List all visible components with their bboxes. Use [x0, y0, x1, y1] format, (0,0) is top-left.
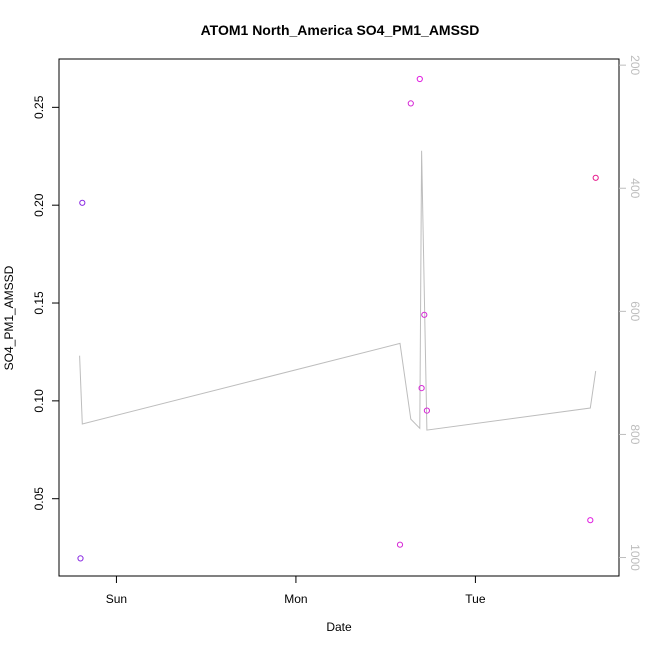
x-axis-label: Date	[326, 620, 352, 634]
x-tick-label: Mon	[284, 592, 307, 606]
y2-tick-label: 1000	[628, 544, 642, 571]
points-layer	[77, 75, 599, 562]
x-axis: Sun Mon Tue	[106, 576, 486, 606]
data-point	[407, 100, 414, 107]
y-tick-label: 0.25	[32, 95, 46, 119]
data-point	[416, 75, 423, 83]
data-point	[587, 517, 594, 524]
series-line	[79, 150, 597, 431]
y2-tick-label: 400	[628, 178, 642, 198]
y2-tick-label: 800	[628, 424, 642, 444]
y-tick-label: 0.10	[32, 389, 46, 413]
data-point	[396, 541, 404, 548]
chart-title: ATOM1 North_America SO4_PM1_AMSSD	[201, 22, 480, 38]
data-point	[423, 407, 430, 414]
data-point	[79, 199, 86, 206]
y-tick-label: 0.05	[32, 487, 46, 511]
y-axis: 0.05 0.10 0.15 0.20 0.25	[32, 95, 59, 510]
secondary-y-axis: 200 400 600 800 1000	[619, 55, 642, 571]
secondary-line-layer	[79, 150, 597, 431]
y-tick-label: 0.20	[32, 193, 46, 217]
y-tick-label: 0.15	[32, 291, 46, 315]
data-point	[418, 385, 425, 392]
y2-tick-label: 600	[628, 301, 642, 321]
data-point	[77, 555, 84, 562]
data-point	[592, 174, 599, 181]
x-tick-label: Tue	[465, 592, 486, 606]
x-tick-label: Sun	[106, 592, 127, 606]
y2-tick-label: 200	[628, 55, 642, 75]
y-axis-label: SO4_PM1_AMSSD	[2, 265, 16, 370]
data-point	[421, 311, 428, 318]
plot-frame	[58, 58, 620, 577]
